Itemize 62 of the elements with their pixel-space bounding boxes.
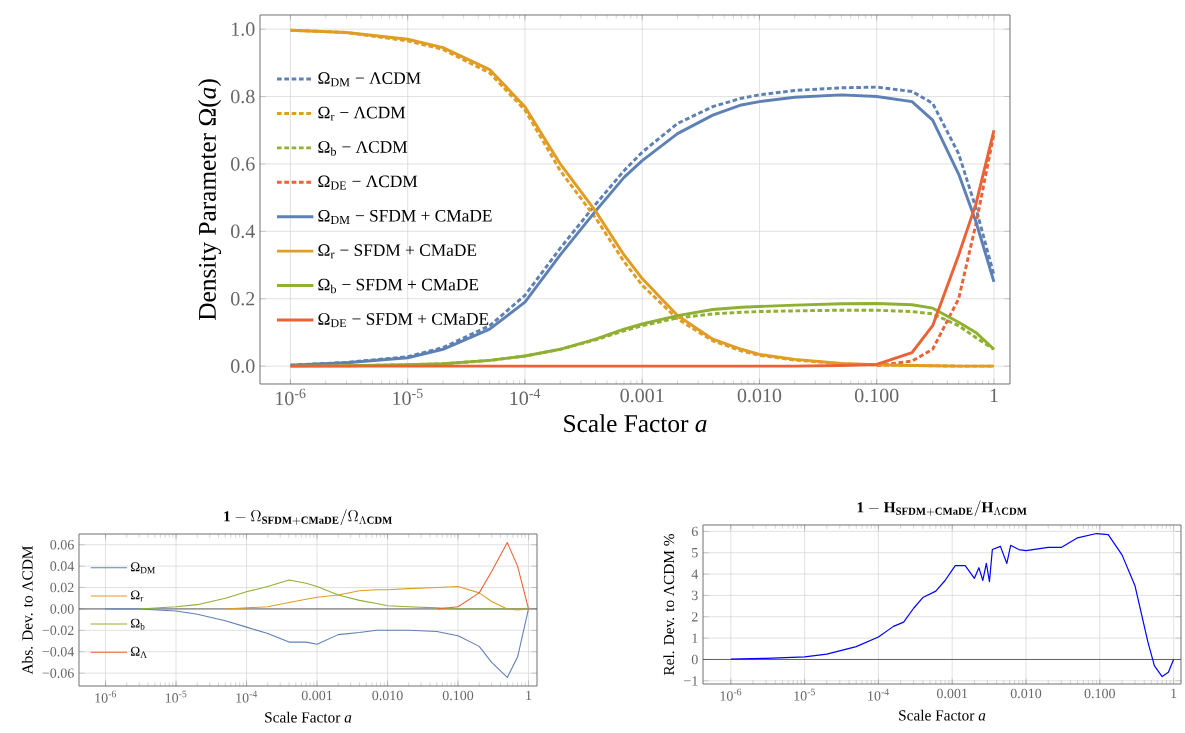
x-tick-label: 10$^{-6}$ <box>720 688 742 701</box>
x-tick-label: 10$^{-4}$ <box>510 388 541 406</box>
x-tick-label: 1 <box>1171 688 1177 698</box>
legend-label: Ω$_{r}$ − SFDM + CMaDE <box>318 244 477 259</box>
legend-label: Ω$_{DE}$ − SFDM + CMaDE <box>318 313 489 328</box>
x-tick-label: 0.001 <box>936 688 968 699</box>
legend-label: Ω$_{r}$ − ΛCDM <box>318 106 406 121</box>
chart-title: $\mathbf{1}-\mathbf{H}_{\mathbf{SFDM+CMaDE}}/\mathbf{H}_{\Lambda\mathbf{CDM}}$ <box>857 500 1027 517</box>
legend-label: Ω$_{r}$ <box>130 590 144 602</box>
x-tick-label: 1 <box>526 690 532 700</box>
x-tick-label: 0.010 <box>372 690 403 701</box>
legend-label: Ω$_{DM}$ <box>130 562 155 574</box>
legend-label: Ω$_{DM}$ − SFDM + CMaDE <box>318 209 492 224</box>
y-tick-label: 3 <box>691 590 698 601</box>
y-tick-label: 0.0 <box>231 359 255 373</box>
legend-label: Ω$_{DM}$ − ΛCDM <box>318 72 421 87</box>
y-tick-label: 1 <box>692 633 698 643</box>
x-tick-label: 1 <box>990 388 998 402</box>
x-tick-label: 10$^{-5}$ <box>794 688 815 701</box>
x-tick-label: 10$^{-4}$ <box>236 690 258 703</box>
chart-title: $\mathbf{1}-\Omega_{\mathbf{SFDM+CMaDE}}/\Omega_{\Lambda\mathbf{CDM}}$ <box>224 509 392 526</box>
x-tick-label: 0.001 <box>620 388 664 403</box>
legend-label: Ω$_{b}$ − SFDM + CMaDE <box>318 278 479 294</box>
y-tick-label: 0 <box>691 654 698 665</box>
legend-label: Ω$_{b}$ − ΛCDM <box>318 141 408 156</box>
y-axis-title: Density Parameter Ω(a) <box>198 79 222 321</box>
legend-label: Ω$_{Λ}$ <box>130 646 147 658</box>
x-tick-label: 10$^{-6}$ <box>276 388 306 406</box>
y-tick-label: 0.6 <box>231 157 255 171</box>
y-tick-label: 0.4 <box>231 224 255 239</box>
y-tick-label: −0.02 <box>42 625 74 636</box>
y-tick-label: 0.2 <box>231 291 255 306</box>
x-tick-label: 0.001 <box>301 690 332 701</box>
x-tick-label: 10$^{-6}$ <box>95 690 117 703</box>
x-tick-label: 0.010 <box>1010 688 1042 699</box>
x-tick-label: 0.100 <box>442 690 474 701</box>
x-tick-label: 10$^{-5}$ <box>393 388 423 406</box>
y-tick-label: 0.00 <box>50 604 74 614</box>
x-axis-title: Scale Factor a <box>899 709 986 721</box>
x-axis-title: Scale Factor a <box>265 711 352 723</box>
y-tick-label: 6 <box>691 526 698 537</box>
legend-label: Ω$_{DE}$ − ΛCDM <box>318 175 418 190</box>
y-tick-label: 2 <box>691 612 698 622</box>
y-tick-label: 0.8 <box>231 89 255 104</box>
y-axis-title: Rel. Dev. to ΛCDM % <box>663 533 675 676</box>
y-tick-label: −0.04 <box>42 647 75 657</box>
y-tick-label: −0.06 <box>42 668 74 678</box>
y-axis-title: Abs. Dev. to ΛCDM <box>21 546 33 675</box>
x-axis-title: Scale Factor a <box>564 414 707 433</box>
y-tick-label: 0.04 <box>50 561 75 571</box>
y-tick-label: −1 <box>684 676 698 686</box>
y-tick-label: 0.02 <box>50 582 74 593</box>
x-tick-label: 10$^{-5}$ <box>165 690 187 703</box>
x-tick-label: 10$^{-4}$ <box>868 688 889 701</box>
y-tick-label: 0.06 <box>50 539 74 550</box>
y-tick-label: 5 <box>692 548 698 558</box>
x-tick-label: 0.100 <box>1084 688 1116 699</box>
y-tick-label: 4 <box>691 569 699 579</box>
x-tick-label: 0.010 <box>737 388 782 403</box>
x-tick-label: 0.100 <box>854 388 899 403</box>
legend-label: Ω$_{b}$ <box>130 618 145 630</box>
y-tick-label: 1.0 <box>232 22 255 36</box>
